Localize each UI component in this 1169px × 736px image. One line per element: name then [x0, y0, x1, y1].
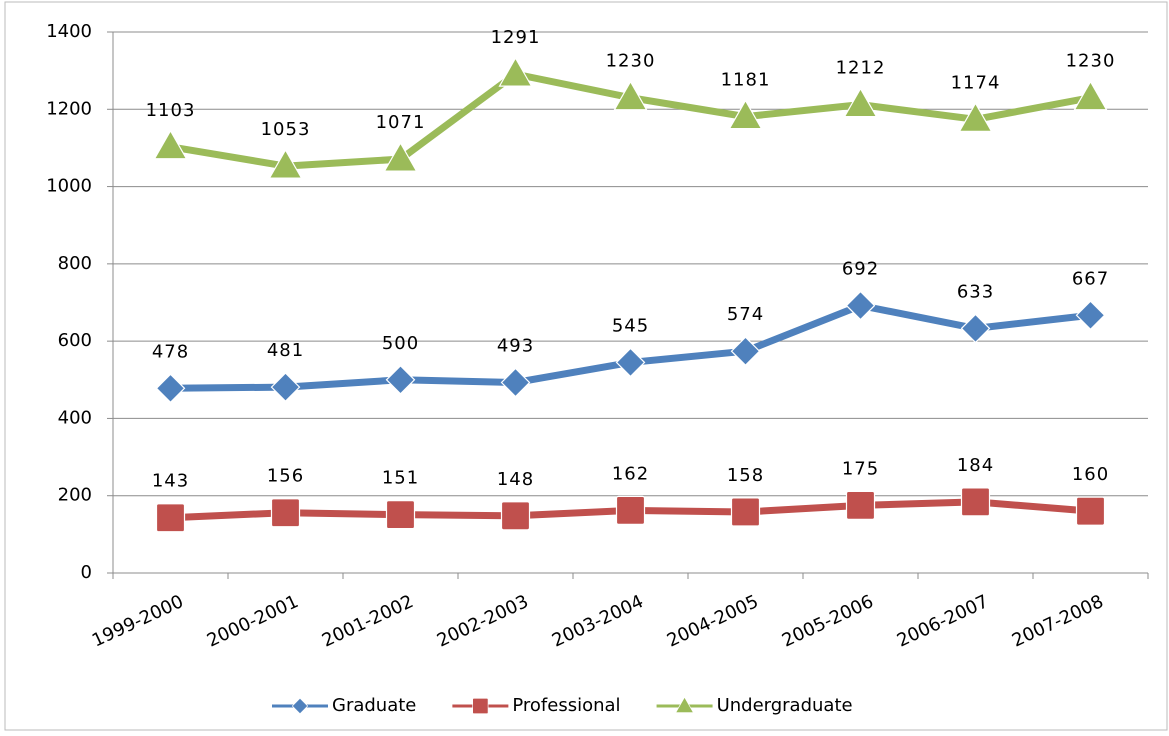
legend-label: Professional [512, 695, 620, 716]
x-tick-label: 2006-2007 [894, 591, 992, 652]
data-label: 667 [1072, 268, 1109, 289]
x-tick-label: 2001-2002 [319, 591, 417, 652]
data-point [385, 364, 416, 395]
legend-label: Graduate [332, 695, 416, 716]
data-point [843, 87, 878, 118]
data-point [960, 313, 991, 344]
y-tick-label: 1200 [46, 98, 92, 119]
data-label: 160 [1072, 464, 1109, 485]
y-tick-label: 600 [58, 330, 92, 351]
data-point [270, 498, 301, 528]
data-point [615, 495, 646, 525]
x-tick-label: 2000-2001 [204, 591, 302, 652]
data-label: 478 [152, 341, 189, 362]
data-label: 1103 [146, 100, 196, 121]
data-point [960, 487, 991, 517]
data-label: 184 [957, 455, 994, 476]
data-label: 545 [612, 315, 649, 336]
data-point [615, 347, 646, 378]
legend-marker [291, 697, 309, 715]
data-point [730, 336, 761, 367]
data-label: 1212 [836, 58, 886, 79]
data-label: 1230 [1066, 51, 1116, 72]
data-label: 500 [382, 333, 419, 354]
data-point [155, 373, 186, 404]
legend-marker [675, 696, 694, 713]
data-label: 158 [727, 465, 764, 486]
data-point [498, 56, 533, 87]
data-label: 162 [612, 463, 649, 484]
data-label: 175 [842, 458, 879, 479]
data-point [270, 372, 301, 402]
y-tick-label: 800 [58, 253, 92, 274]
data-label: 1071 [376, 112, 426, 133]
data-point [155, 503, 186, 533]
data-point [845, 290, 876, 321]
data-point [1073, 80, 1108, 111]
data-label: 481 [267, 340, 304, 361]
x-tick-label: 1999-2000 [89, 591, 187, 652]
data-label: 148 [497, 469, 534, 490]
x-tick-label: 2003-2004 [549, 591, 647, 652]
legend-label: Undergraduate [717, 695, 853, 716]
data-point [958, 102, 993, 132]
y-tick-label: 400 [58, 407, 92, 428]
data-label: 151 [382, 468, 419, 489]
x-tick-label: 2007-2008 [1009, 591, 1107, 652]
data-label: 493 [497, 335, 534, 356]
data-point [730, 497, 761, 527]
y-tick-label: 1400 [46, 21, 92, 42]
data-label: 1174 [951, 72, 1001, 93]
data-label: 143 [152, 471, 189, 492]
data-point [500, 501, 531, 531]
data-label: 156 [267, 466, 304, 487]
data-point [500, 367, 531, 398]
data-point [385, 500, 416, 530]
data-point [153, 129, 188, 160]
y-tick-label: 0 [81, 562, 92, 583]
x-tick-label: 2004-2005 [664, 591, 762, 652]
chart-frame [4, 1, 1168, 731]
data-point [845, 490, 876, 520]
legend-marker [472, 697, 489, 715]
data-point [268, 148, 303, 179]
data-label: 633 [957, 281, 994, 302]
data-point [383, 141, 418, 172]
data-point [1075, 496, 1106, 526]
y-tick-label: 1000 [46, 176, 92, 197]
data-label: 1053 [261, 119, 311, 140]
data-label: 1291 [491, 27, 541, 48]
x-tick-label: 2002-2003 [434, 591, 532, 652]
data-point [728, 99, 763, 130]
x-tick-label: 2005-2006 [779, 591, 877, 652]
data-label: 1230 [606, 51, 656, 72]
data-point [613, 80, 648, 111]
data-point [1075, 300, 1106, 331]
data-label: 1181 [721, 70, 771, 91]
data-label: 574 [727, 304, 764, 325]
y-tick-label: 200 [58, 485, 92, 506]
data-label: 692 [842, 259, 879, 280]
